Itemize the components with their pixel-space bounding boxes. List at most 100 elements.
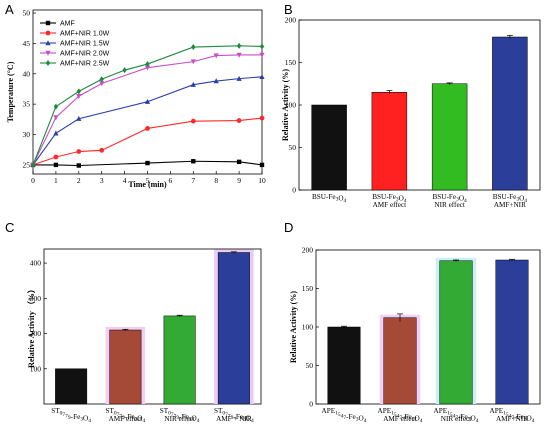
data-point (45, 20, 51, 26)
data-point (259, 52, 265, 58)
data-point (190, 81, 196, 87)
y-tick-label: 30 (23, 130, 31, 139)
x-category-label: BSU-Fe3O4 (493, 193, 528, 204)
x-tick-label: 7 (191, 176, 195, 185)
y-tick-label: 50 (289, 143, 297, 152)
panel-c-chart: 100 200 300 400 Relative Activity （%） ST0779-… (26, 248, 262, 424)
x-category-label: BSU-Fe3O4 (372, 193, 407, 204)
y-tick-label: 100 (285, 101, 297, 110)
x-category-label: AMF+NIR (496, 415, 528, 423)
data-point (99, 76, 104, 83)
bar (163, 315, 196, 405)
panel-b-label: B (284, 2, 293, 17)
x-category-label: AMF effect (109, 415, 143, 423)
x-tick-label: 1 (54, 176, 58, 185)
panel-d-chart: 0 50 100 150 200 Relative Activity (%) APE1547… (289, 246, 541, 424)
data-point (259, 115, 265, 121)
y-axis-label: Relative Activity (%) (289, 291, 298, 363)
data-point (145, 61, 150, 68)
bar (383, 317, 417, 405)
data-point (236, 159, 242, 165)
data-point (45, 30, 51, 36)
data-point (144, 98, 151, 104)
x-category-label: AMF effect (373, 201, 407, 209)
data-point (76, 94, 82, 100)
y-axis-label: Relative Activity （%） (26, 285, 36, 368)
y-tick-label: 0 (309, 400, 313, 409)
y-tick-label: 300 (30, 294, 42, 303)
y-tick-label: 100 (302, 323, 314, 332)
y-tick-label: 200 (30, 329, 42, 338)
plot-frame (43, 248, 262, 405)
data-point (144, 65, 151, 71)
data-point (190, 118, 196, 124)
panel-c-label: C (5, 220, 14, 235)
data-point (259, 43, 265, 50)
y-tick-label: 150 (302, 284, 314, 293)
panel-d: D 0 50 100 150 200 Relative Activity (%) APE15… (284, 220, 541, 424)
x-category-label: ST0779-Fe3O4 (160, 407, 200, 424)
x-tick-label: 3 (100, 176, 104, 185)
y-tick-label: 0 (292, 186, 296, 195)
panel-b: B 0 50 100 150 200 Relative Activity (%) BSU-F… (281, 2, 541, 209)
y-tick-label: 200 (302, 246, 314, 255)
y-tick-label: 50 (306, 361, 314, 370)
y-tick-label: 100 (30, 364, 42, 373)
legend-label: AMF (60, 21, 75, 28)
bar (327, 326, 361, 405)
data-point (53, 103, 59, 110)
x-category-label: APE1547-Fe3O4 (490, 407, 535, 424)
y-axis-label: Temperature (°C) (6, 61, 15, 122)
data-point (53, 115, 59, 121)
x-tick-label: 5 (146, 176, 150, 185)
bar (439, 260, 473, 405)
series-line (32, 76, 263, 166)
data-point (190, 59, 196, 65)
x-category-label: ST0779-Fe3O4 (51, 407, 91, 424)
bar (109, 329, 142, 405)
y-tick-label: 400 (30, 259, 42, 268)
bar (371, 92, 408, 191)
y-tick-label: 35 (23, 100, 31, 109)
x-tick-label: 9 (237, 176, 241, 185)
data-point (145, 160, 150, 166)
data-point (45, 60, 51, 66)
bar (492, 36, 528, 191)
data-point (53, 130, 59, 136)
x-category-label: BSU-Fe3O4 (432, 193, 467, 204)
x-category-label: ST0779-Fe3O4 (106, 407, 146, 424)
y-tick-label: 50 (23, 9, 31, 18)
panel-b-chart: 0 50 100 150 200 Relative Activity (%) BSU-Fe3… (281, 16, 541, 209)
data-point (53, 162, 59, 168)
x-tick-label: 2 (77, 176, 81, 185)
data-point (30, 161, 36, 168)
panel-c: C 100 200 300 400 Relative Activity （%） ST077… (5, 220, 262, 424)
y-tick-label: 40 (23, 69, 31, 78)
data-point (213, 53, 219, 59)
series-amf-nir-2-5w (30, 42, 265, 168)
series-amf-nir-1-0w (30, 115, 265, 168)
bar (55, 368, 88, 405)
x-category-label: NIR effect (434, 201, 464, 209)
bar (495, 259, 529, 405)
panel-a-label: A (5, 2, 14, 17)
data-point (122, 67, 127, 74)
x-category-label: APE1547-Fe3O4 (322, 407, 367, 424)
data-point (213, 78, 219, 84)
data-point (53, 154, 59, 160)
x-category-label: NIR effect (164, 415, 194, 423)
data-point (99, 81, 105, 87)
x-category-label: ST0779-Fe3O4 (214, 407, 254, 424)
data-point (236, 52, 242, 58)
x-axis-label: Time (min) (128, 180, 167, 189)
series-line (32, 117, 263, 166)
x-tick-label: 8 (214, 176, 218, 185)
legend-label: AMF+NIR 2.0W (60, 51, 110, 58)
data-point (76, 115, 82, 121)
y-tick-label: 200 (285, 16, 297, 25)
data-point (191, 44, 196, 51)
data-point (76, 149, 82, 154)
